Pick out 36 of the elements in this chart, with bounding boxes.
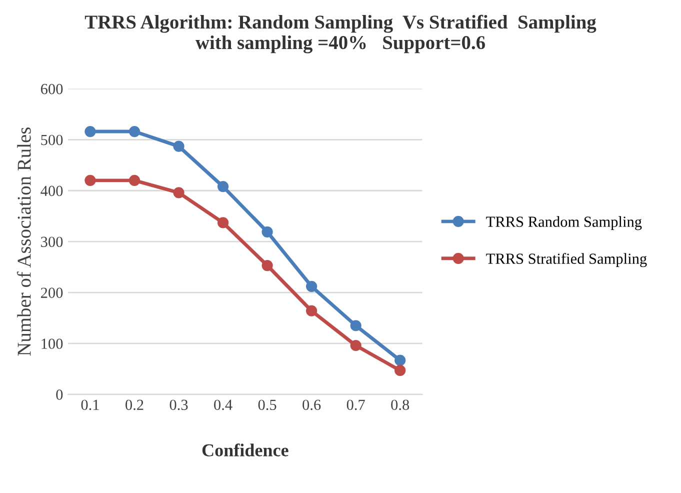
point [350, 320, 362, 332]
point [350, 340, 362, 352]
legend-label: TRRS Stratified Sampling [486, 252, 647, 268]
y-tick-label: 100 [42, 338, 63, 349]
point [128, 126, 140, 138]
x-tick-label: 0.1 [81, 400, 99, 410]
point [394, 354, 406, 366]
point [217, 217, 229, 228]
y-tick-label: 200 [40, 288, 63, 298]
x-tick-label: 0.3 [170, 400, 188, 410]
x-tick-label: 0.7 [346, 400, 365, 410]
legend-label: TRRS Random Sampling [486, 216, 642, 230]
point [84, 174, 96, 186]
x-tick-label: 0.5 [258, 400, 276, 410]
point [217, 180, 229, 192]
x-axis-title: Confidence [202, 443, 288, 456]
x-tick-label: 0.8 [391, 400, 410, 410]
point [306, 280, 318, 292]
y-axis-title: Number of Association Rules [16, 128, 31, 356]
x-tick-label: 0.4 [214, 400, 232, 410]
point [394, 364, 406, 376]
point [306, 305, 318, 316]
chart-title: TRRS Algorithm: Random Sampling Vs Stratified Sampling with sampling =40% Support=0.6 [84, 14, 596, 54]
point [262, 226, 273, 238]
y-tick-label: 400 [40, 186, 63, 196]
point [262, 260, 273, 272]
y-tick-label: 600 [40, 84, 63, 94]
point [128, 174, 140, 186]
y-tick-label: 500 [41, 134, 63, 146]
point [173, 140, 184, 152]
x-tick-label: 0.6 [302, 400, 321, 410]
y-tick-label: 0 [56, 390, 63, 400]
x-tick-label: 0.2 [126, 400, 144, 410]
point [173, 187, 184, 198]
y-tick-label: 300 [41, 236, 63, 248]
point [84, 126, 96, 138]
